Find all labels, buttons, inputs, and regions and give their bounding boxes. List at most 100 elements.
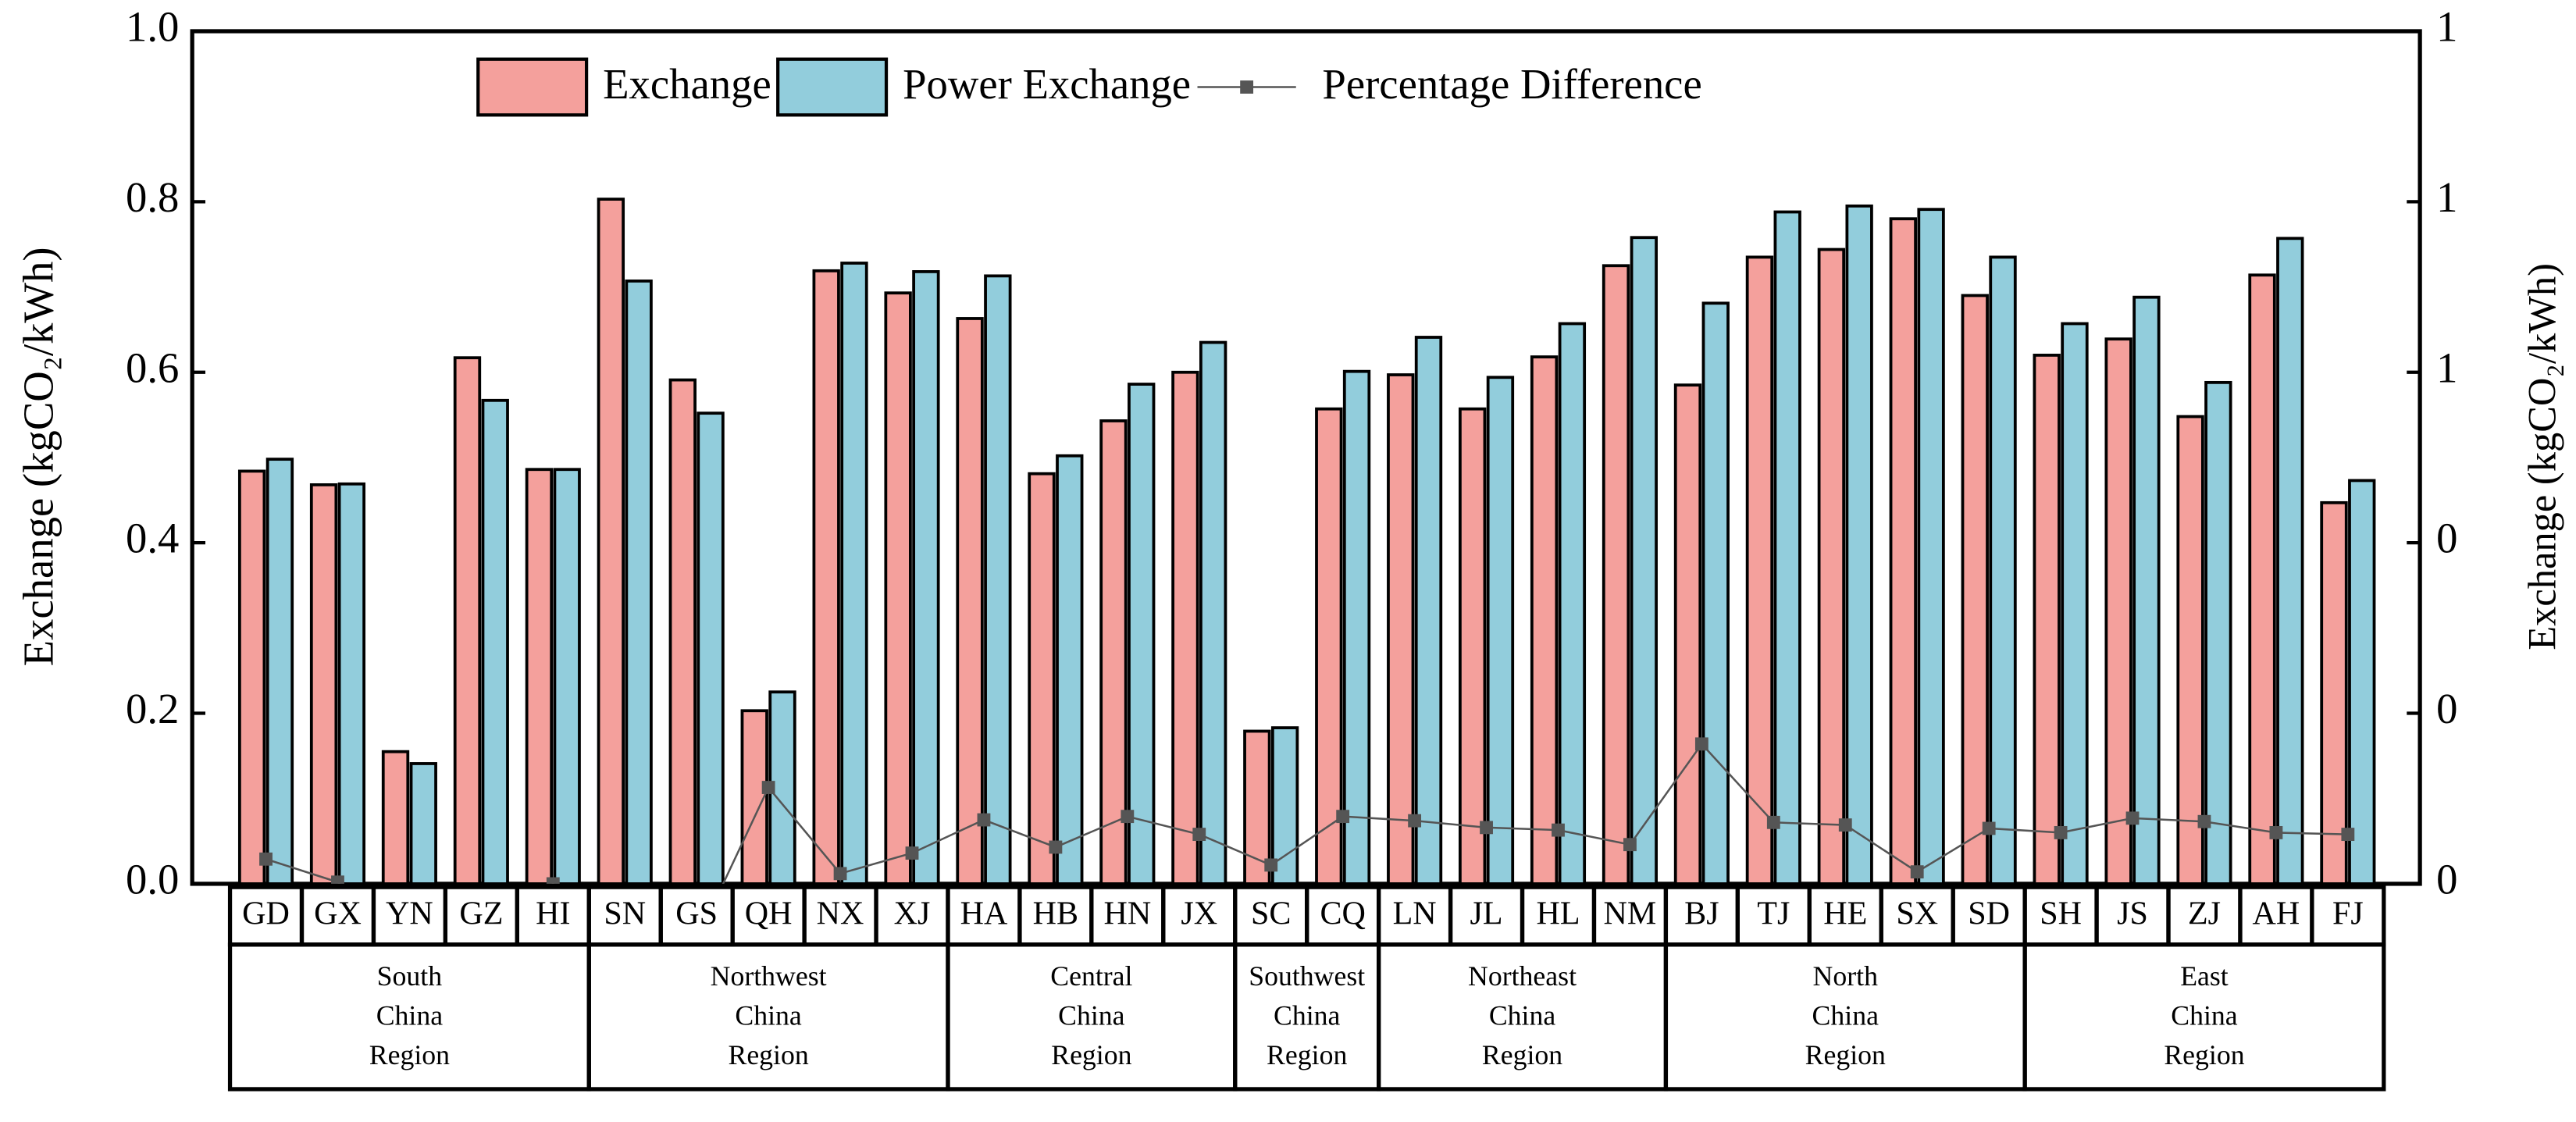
group-label: Region xyxy=(1805,1039,1886,1070)
bar xyxy=(1486,376,1515,885)
bar xyxy=(1701,301,1730,885)
plot-frame xyxy=(190,29,2422,886)
line-marker xyxy=(1838,818,1852,832)
bar xyxy=(309,483,338,885)
bar xyxy=(1458,407,1487,885)
bar xyxy=(2204,380,2232,885)
line-marker xyxy=(618,980,632,993)
line xyxy=(265,742,2348,884)
line-marker xyxy=(1049,840,1063,854)
x-tick-label: LN xyxy=(1393,896,1437,932)
line-marker xyxy=(1264,858,1278,872)
bar xyxy=(2033,354,2061,885)
bar xyxy=(1028,472,1056,885)
bar xyxy=(1745,255,1774,885)
bar xyxy=(525,468,554,885)
legend-label: Percentage Difference xyxy=(1322,60,1701,108)
bar xyxy=(740,709,768,885)
y-tick-label: 0.8 xyxy=(126,173,179,221)
bar xyxy=(1602,264,1630,885)
legend-swatch xyxy=(476,57,589,117)
line-group xyxy=(259,737,2355,993)
group-label: China xyxy=(735,1000,802,1031)
group-label: Region xyxy=(2164,1039,2244,1070)
x-tick-label: JX xyxy=(1181,896,1217,932)
bar xyxy=(812,269,840,885)
line-marker xyxy=(259,852,273,866)
bar xyxy=(481,398,509,885)
bar xyxy=(912,270,940,885)
x-tick-label: XJ xyxy=(894,896,931,932)
bar xyxy=(2176,415,2204,885)
bar xyxy=(2248,273,2276,885)
bar xyxy=(984,274,1012,885)
y-tick-label: 0.4 xyxy=(126,515,179,562)
bar xyxy=(337,482,366,885)
line-marker xyxy=(2341,828,2355,842)
bar xyxy=(1989,255,2017,885)
x-tick-label: CQ xyxy=(1320,896,1365,932)
line-marker xyxy=(1623,838,1637,852)
group-label: Central xyxy=(1050,960,1132,992)
bar xyxy=(1558,322,1587,885)
x-tick-label: QH xyxy=(745,896,793,932)
bar xyxy=(237,469,266,885)
bar xyxy=(453,356,482,885)
group-label: China xyxy=(1489,1000,1556,1031)
line-marker xyxy=(905,846,919,860)
bar xyxy=(2348,479,2376,885)
line-marker xyxy=(977,813,991,827)
x-tick-label: NM xyxy=(1604,896,1657,932)
bar xyxy=(1817,248,1846,885)
bar xyxy=(1056,454,1084,885)
bar xyxy=(1128,383,1156,885)
line-marker xyxy=(1982,821,1996,835)
bar xyxy=(668,378,697,885)
x-tick-label: FJ xyxy=(2332,896,2364,932)
group-label: Region xyxy=(1482,1039,1562,1070)
bar xyxy=(697,411,725,885)
bar xyxy=(1917,208,1945,885)
x-tick-label: HE xyxy=(1823,896,1867,932)
x-tick-label: NX xyxy=(817,896,864,932)
group-label: North xyxy=(1813,960,1879,992)
line-marker xyxy=(1408,814,1422,828)
y-tick-label: 0.6 xyxy=(126,344,179,391)
group-label: China xyxy=(2171,1000,2238,1031)
x-tick-label: HB xyxy=(1033,896,1078,932)
bar xyxy=(768,690,796,885)
line-marker xyxy=(761,781,775,794)
x-tick-label: SX xyxy=(1896,896,1938,932)
bar xyxy=(2320,500,2348,885)
x-tick-label: HI xyxy=(536,896,570,932)
x-tick-label: BJ xyxy=(1684,896,1719,932)
line-marker xyxy=(1694,737,1708,751)
bar xyxy=(2104,337,2132,885)
line-marker xyxy=(331,875,344,884)
group-cell xyxy=(2022,942,2386,1092)
line-marker xyxy=(1121,810,1135,824)
bar xyxy=(597,198,625,885)
x-tick-label: JL xyxy=(1470,896,1503,932)
x-tick-label: GX xyxy=(314,896,362,932)
bar xyxy=(1342,369,1371,885)
x-tick-label: JS xyxy=(2117,896,2148,932)
group-label: China xyxy=(1812,1000,1879,1031)
group-label: Southwest xyxy=(1249,960,1365,992)
bar xyxy=(1673,383,1702,885)
x-tick-label: GZ xyxy=(459,896,503,932)
bar xyxy=(409,762,437,885)
bar xyxy=(381,750,410,885)
x-tick-label: TJ xyxy=(1757,896,1790,932)
legend-label: Exchange xyxy=(603,60,771,108)
bar xyxy=(1773,210,1801,885)
line-marker xyxy=(1552,823,1565,837)
group-label: Northwest xyxy=(711,960,827,992)
group-label: Region xyxy=(728,1039,808,1070)
bar xyxy=(1315,407,1343,885)
x-tick-label: HL xyxy=(1536,896,1580,932)
y2-tick-label: 1 xyxy=(2436,344,2457,391)
line-marker xyxy=(1766,815,1780,829)
x-tick-label: YN xyxy=(386,896,433,932)
line-marker xyxy=(1192,828,1206,842)
